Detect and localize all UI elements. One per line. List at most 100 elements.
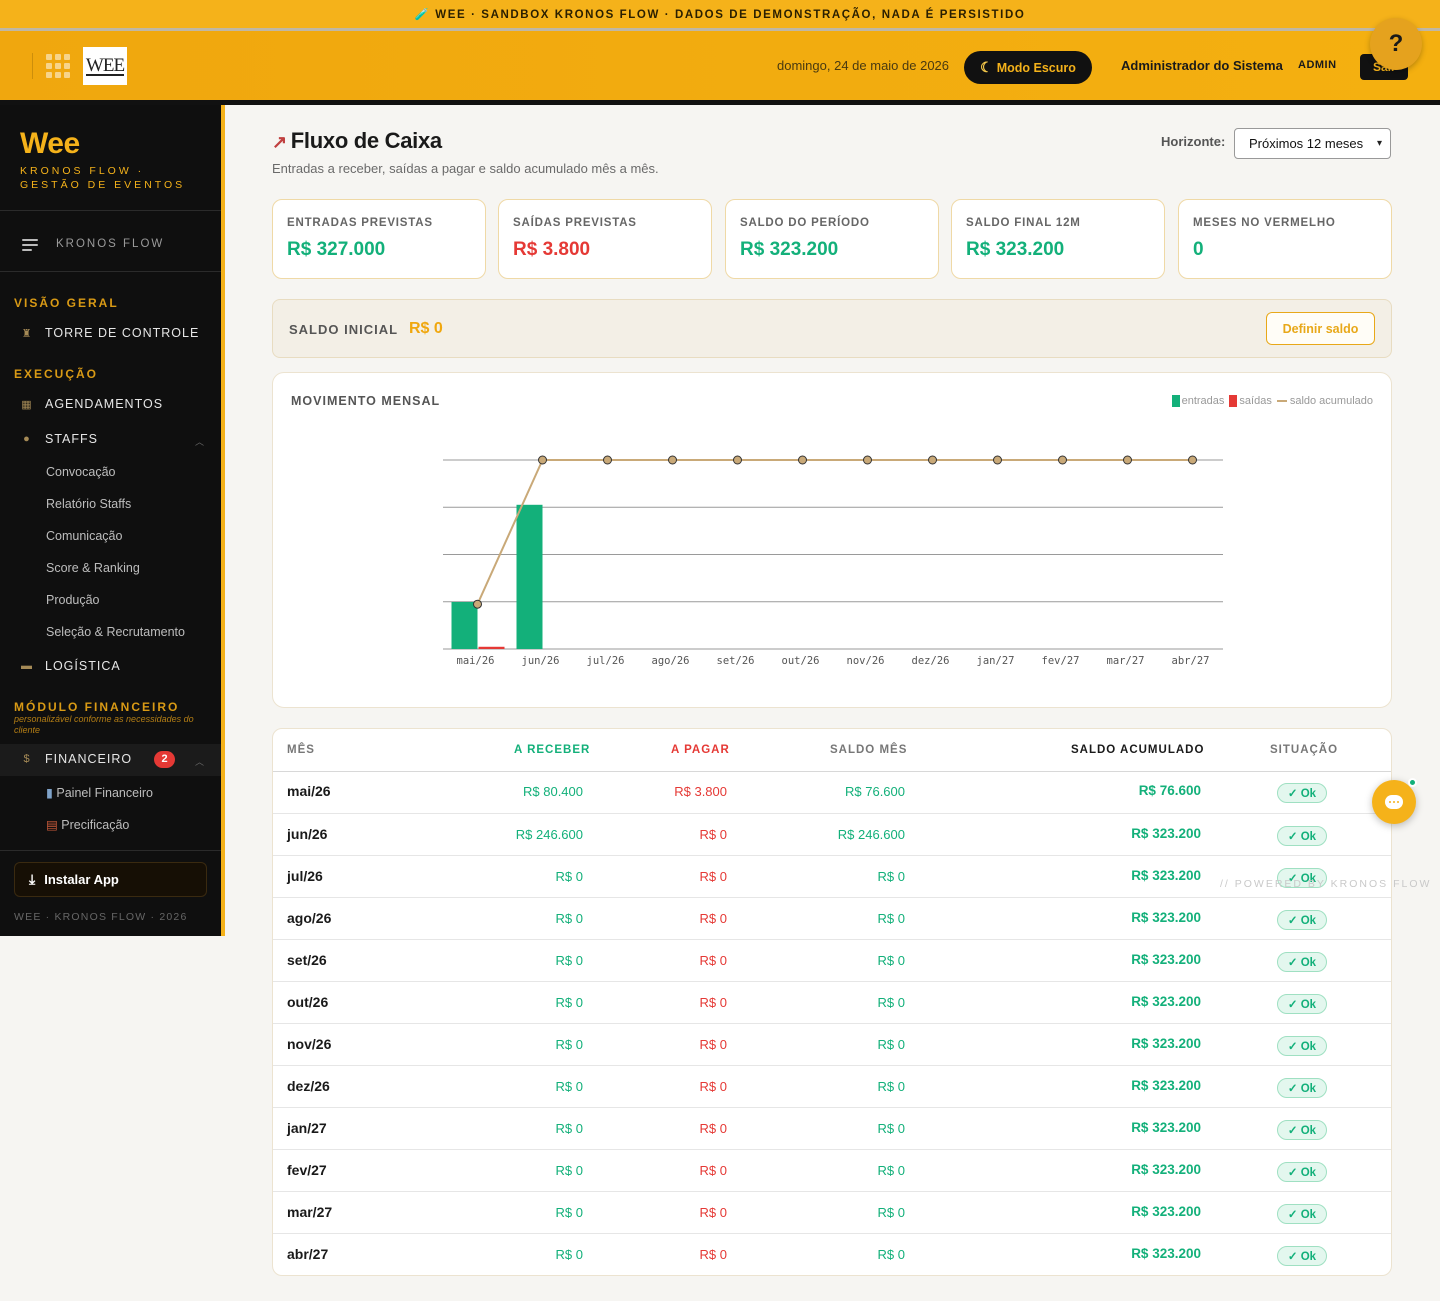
chart-card: mai/26 jun/26 jul/26 ago/26 set/26 out/26 nov/… [272, 372, 1392, 708]
company-logo[interactable]: WEE [83, 47, 127, 85]
menu-toggle-icon[interactable] [22, 239, 38, 251]
cell-a-receber: R$ 0 [555, 953, 583, 968]
top-header [0, 31, 1440, 100]
dark-mode-button[interactable]: ☾ Modo Escuro [964, 51, 1092, 84]
cell-saldo-acumulado: R$ 323.200 [1131, 952, 1201, 967]
cell-saldo-acumulado: R$ 323.200 [1131, 1120, 1201, 1135]
sidebar-item-financeiro[interactable]: $ FINANCEIRO [20, 752, 132, 766]
chat-button[interactable] [1372, 780, 1416, 824]
cell-saldo-mes: R$ 0 [877, 1079, 905, 1094]
apps-grid-icon[interactable] [46, 54, 70, 78]
saldo-acumulado-line [476, 459, 1193, 605]
cell-a-pagar: R$ 0 [699, 869, 727, 884]
sidebar-item-label: LOGÍSTICA [45, 659, 121, 673]
sidebar-subitem-producao[interactable]: Produção [46, 593, 100, 607]
saldo-inicial-card: SALDO INICIAL R$ 0 Definir saldo [272, 299, 1392, 358]
sandbox-banner: 🧪 WEE · SANDBOX KRONOS FLOW · DADOS DE D… [0, 0, 1440, 28]
sidebar-item-agendamentos[interactable]: ▦ AGENDAMENTOS [20, 397, 163, 411]
kpi-value: 0 [1193, 239, 1204, 260]
x-tick-label: mar/27 [1107, 655, 1145, 667]
sidebar-subitem-relatorio-staffs[interactable]: Relatório Staffs [46, 497, 132, 511]
chart-legend: entradas saídas saldo acumulado [1167, 395, 1373, 407]
sidebar-footer: WEE · KRONOS FLOW · 2026 [14, 911, 188, 923]
table-row: fev/27 R$ 0 R$ 0 R$ 0 R$ 323.200 ✓ Ok [273, 1149, 1391, 1191]
header-divider [32, 53, 33, 79]
kpi-label: SAÍDAS PREVISTAS [513, 217, 637, 229]
saldo-point [993, 455, 1002, 465]
col-header-situacao: SITUAÇÃO [1270, 744, 1339, 756]
cell-a-receber: R$ 0 [555, 1247, 583, 1262]
sidebar-subitem-selecao-recrutamento[interactable]: Seleção & Recrutamento [46, 625, 185, 639]
cell-saldo-mes: R$ 0 [877, 953, 905, 968]
kpi-label: SALDO DO PERÍODO [740, 217, 870, 229]
sidebar-subitem-convocacao[interactable]: Convocação [46, 465, 116, 479]
legend-saldo: saldo acumulado [1276, 395, 1373, 407]
cell-a-pagar: R$ 0 [699, 1121, 727, 1136]
cashflow-chart: mai/26 jun/26 jul/26 ago/26 set/26 out/26 nov/… [443, 455, 1223, 667]
chevron-up-icon[interactable]: ︿ [195, 437, 205, 447]
col-header-saldo-acumulado: SALDO ACUMULADO [1071, 744, 1205, 756]
status-badge: ✓ Ok [1277, 783, 1327, 803]
cell-saldo-mes: R$ 0 [877, 869, 905, 884]
cell-saldo-acumulado: R$ 323.200 [1131, 1246, 1201, 1261]
cell-saldo-mes: R$ 0 [877, 995, 905, 1010]
download-icon: ⤓ [29, 871, 36, 887]
cell-saldo-acumulado: R$ 323.200 [1131, 994, 1201, 1009]
col-header-a-receber: A RECEBER [514, 744, 591, 756]
sidebar-item-torre-de-controle[interactable]: ♜ TORRE DE CONTROLE [20, 326, 199, 340]
saldo-point [863, 455, 872, 465]
notification-badge: 2 [154, 751, 175, 768]
cell-a-receber: R$ 0 [555, 1205, 583, 1220]
cell-a-pagar: R$ 0 [699, 953, 727, 968]
x-tick-label: mai/26 [457, 655, 495, 667]
cell-a-receber: R$ 0 [555, 869, 583, 884]
cell-a-receber: R$ 0 [555, 1037, 583, 1052]
page-title: ↗ Fluxo de Caixa [272, 128, 442, 154]
legend-label: entradas [1181, 395, 1225, 407]
saldo-point [1188, 455, 1197, 465]
saldo-point [603, 455, 612, 465]
chevron-up-icon[interactable]: ︿ [195, 757, 205, 767]
cell-a-pagar: R$ 0 [699, 1247, 727, 1262]
x-tick-label: jun/26 [522, 655, 560, 667]
sidebar-item-logistica[interactable]: ▬ LOGÍSTICA [20, 659, 121, 673]
cell-a-pagar: R$ 0 [699, 911, 727, 926]
saldo-inicial-label: SALDO INICIAL [289, 322, 399, 337]
sidebar-subitem-score-ranking[interactable]: Score & Ranking [46, 561, 140, 575]
section-execucao: EXECUÇÃO [14, 367, 99, 381]
user-name: Administrador do Sistema [1121, 58, 1283, 73]
sidebar-item-label: AGENDAMENTOS [45, 397, 164, 411]
calendar-icon: ▦ [21, 398, 33, 411]
x-tick-label: fev/27 [1042, 655, 1080, 667]
cell-saldo-mes: R$ 76.600 [845, 784, 905, 799]
dark-mode-label: Modo Escuro [996, 60, 1076, 75]
sidebar-subitem-precificacao[interactable]: ▤ Precificação [46, 817, 129, 832]
logo-text: WEE [85, 54, 125, 76]
table-row: jun/26 R$ 246.600 R$ 0 R$ 246.600 R$ 323.200… [273, 813, 1391, 855]
cell-a-pagar: R$ 0 [699, 827, 727, 842]
sidebar-item-financeiro-bg[interactable] [0, 744, 221, 776]
sidebar-subitem-comunicacao[interactable]: Comunicação [46, 529, 123, 543]
cell-a-receber: R$ 0 [555, 1079, 583, 1094]
install-app-button[interactable]: ⤓ Instalar App [14, 862, 207, 897]
sidebar-subitem-painel-financeiro[interactable]: ▮ Painel Financeiro [46, 785, 153, 800]
definir-saldo-button[interactable]: Definir saldo [1266, 312, 1375, 345]
chart-trend-icon: ↗ [272, 132, 287, 152]
cell-a-pagar: R$ 0 [699, 1205, 727, 1220]
cell-mes: fev/27 [287, 1162, 327, 1178]
cell-mes: ago/26 [287, 910, 332, 926]
cell-saldo-acumulado: R$ 323.200 [1131, 1204, 1201, 1219]
sidebar-item-staffs[interactable]: ● STAFFS [20, 432, 98, 446]
kpi-saldo-periodo: SALDO DO PERÍODO R$ 323.200 [725, 199, 939, 279]
cell-saldo-mes: R$ 0 [877, 1037, 905, 1052]
saldo-point [1058, 455, 1067, 465]
table-row: mai/26 R$ 80.400 R$ 3.800 R$ 76.600 R$ 76.60… [273, 771, 1391, 813]
help-button[interactable]: ? [1370, 18, 1422, 70]
x-tick-label: out/26 [782, 655, 820, 667]
horizon-select[interactable]: Próximos 12 meses ▾ [1234, 128, 1391, 159]
cell-mes: set/26 [287, 952, 327, 968]
cell-mes: abr/27 [287, 1246, 329, 1262]
sidebar-brand[interactable]: Wee [20, 127, 80, 160]
table-row: abr/27 R$ 0 R$ 0 R$ 0 R$ 323.200 ✓ Ok [273, 1233, 1391, 1275]
cell-saldo-mes: R$ 0 [877, 1205, 905, 1220]
